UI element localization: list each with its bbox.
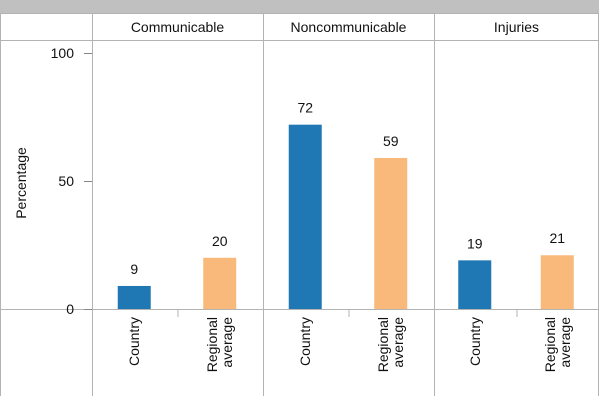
bar-value-label: 59 [383,133,399,149]
bar [203,257,237,309]
bars [117,124,574,310]
y-tick-label: 0 [66,301,74,317]
y-axis: Percentage 0 50 100 [13,45,92,317]
panel-header: Communicable [131,19,225,35]
x-category-label: Regional [375,317,391,372]
x-category-label: average [390,317,406,368]
x-category-label: Regional [204,317,220,372]
y-tick-label: 50 [58,173,74,189]
bar-value-label: 19 [467,235,483,251]
bar [458,260,492,309]
bar [540,255,574,309]
y-axis-label: Percentage [13,147,29,219]
header-band [0,13,599,40]
top-band [0,0,599,13]
bar [374,157,408,309]
x-category-label: average [219,317,235,368]
panel-header: Injuries [494,19,539,35]
panel-headers: Communicable Noncommunicable Injuries [131,19,539,35]
x-category-label: Country [467,317,483,366]
bar-value-label: 21 [549,230,565,246]
bar-value-label: 20 [212,233,228,249]
bar [117,285,151,309]
bar-value-label: 9 [130,261,138,277]
x-axis-labels: Country Regional average Country Regional ave… [126,309,573,372]
panel-header: Noncommunicable [291,19,407,35]
value-labels: 9 20 72 59 19 21 [130,100,565,277]
y-tick-label: 100 [51,45,75,61]
x-category-label: average [557,317,573,368]
bar-value-label: 72 [297,100,313,116]
x-category-label: Country [126,317,142,366]
x-category-label: Country [297,317,313,366]
x-category-label: Regional [542,317,558,372]
bar [288,124,322,310]
